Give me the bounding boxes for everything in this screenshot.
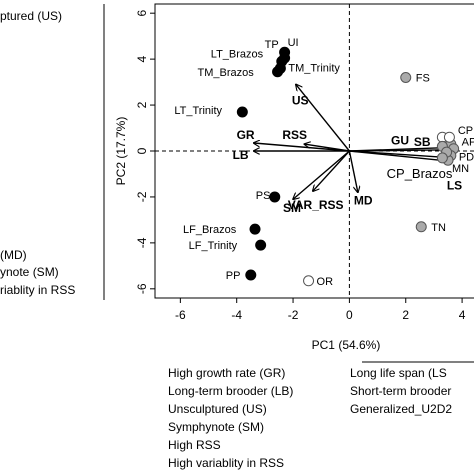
score-point <box>436 152 448 164</box>
left-legend-item: ynote (SM) <box>0 265 59 279</box>
x-tick-label: 4 <box>459 308 466 322</box>
legend-item: Generalized_U2D2 <box>350 402 452 416</box>
loading-arrow <box>349 150 450 161</box>
point-label: PS <box>256 190 271 202</box>
legend-item: High growth rate (GR) <box>168 366 285 380</box>
point-label: LF_Brazos <box>183 224 237 236</box>
loading-arrows <box>254 84 454 199</box>
point-label: TM_Brazos <box>198 67 255 79</box>
point-label: PP <box>226 270 241 282</box>
legend-item: Long-term brooder (LB) <box>168 384 293 398</box>
legend-item: Long life span (LS <box>350 366 447 380</box>
legend-item: High variablity in RSS <box>168 456 284 470</box>
y-axis-label: PC2 (17.7%) <box>114 117 128 186</box>
score-point <box>255 239 267 251</box>
legend-item: Unsculptured (US) <box>168 402 267 416</box>
loading-label: LB <box>233 148 249 162</box>
y-tick-label: 0 <box>135 147 149 154</box>
left-legend-item: riablity in RSS <box>0 283 75 297</box>
loading-label: GU <box>391 134 409 148</box>
x-tick-label: -2 <box>288 308 299 322</box>
point-label: LF_Trinity <box>189 240 238 252</box>
loading-arrow <box>313 150 350 191</box>
left-legend-item: (MD) <box>0 248 27 262</box>
score-point <box>236 106 248 118</box>
x-axis: -6 -4 -2 0 2 4 <box>175 298 466 322</box>
legend-item: Symphynote (SM) <box>168 420 264 434</box>
loading-arrow <box>348 150 357 192</box>
y-axis: -6 -4 -2 0 2 4 6 <box>135 10 155 294</box>
y-tick-label: 6 <box>135 10 149 17</box>
x-tick-label: -4 <box>231 308 242 322</box>
point-label: AP <box>462 137 474 149</box>
loading-label: LS <box>447 178 462 192</box>
point-label: CP <box>458 125 473 137</box>
loading-label: MD <box>354 193 373 207</box>
legend-item: High RSS <box>168 438 221 452</box>
loading-arrow <box>349 150 450 151</box>
point-label: PD <box>459 152 474 164</box>
loading-label: SB <box>414 135 431 149</box>
y-tick-label: 2 <box>135 101 149 108</box>
x-tick-label: -6 <box>175 308 186 322</box>
loading-label: CP_Brazos <box>387 166 453 181</box>
bottom-legend: High growth rate (GR) Long-term brooder … <box>168 366 452 470</box>
y-tick-label: 4 <box>135 55 149 62</box>
point-label: FS <box>416 73 430 85</box>
score-point <box>415 221 427 233</box>
point-label: UI <box>288 37 299 49</box>
loading-label: GR <box>237 128 255 142</box>
score-point <box>443 131 455 143</box>
legend-item: Short-term brooder <box>350 384 451 398</box>
loading-arrow <box>296 84 350 152</box>
point-label: OR <box>317 276 334 288</box>
loading-label: RSS <box>282 128 307 142</box>
loading-label: VAR_RSS <box>288 198 344 212</box>
x-axis-label: PC1 (54.6%) <box>312 338 381 352</box>
loading-arrow <box>254 143 350 152</box>
score-points <box>236 46 460 287</box>
point-label: LT_Brazos <box>211 48 264 60</box>
point-label: TM_Trinity <box>288 62 340 74</box>
y-tick-label: -2 <box>135 191 149 202</box>
point-label: TN <box>431 222 446 234</box>
x-tick-label: 2 <box>402 308 409 322</box>
point-label: MN <box>452 163 469 175</box>
score-point <box>272 66 284 78</box>
y-tick-label: -6 <box>135 283 149 294</box>
score-point <box>269 191 281 203</box>
left-legend-item: ptured (US) <box>0 9 62 23</box>
loading-label: US <box>292 93 309 107</box>
loading-arrow <box>293 150 350 199</box>
point-labels: TP UI LT_Brazos TM_Trinity TM_Brazos LT_Trini… <box>174 37 474 288</box>
score-point <box>249 223 261 235</box>
score-point <box>400 72 412 83</box>
score-point <box>303 275 315 287</box>
point-label: TP <box>265 39 279 51</box>
y-tick-label: -4 <box>135 237 149 248</box>
point-label: LT_Trinity <box>174 105 222 117</box>
loading-label: SM <box>283 201 301 215</box>
x-tick-label: 0 <box>346 308 353 322</box>
score-point <box>245 269 257 281</box>
left-legend: ptured (US) (MD) ynote (SM) riablity in … <box>0 9 75 297</box>
